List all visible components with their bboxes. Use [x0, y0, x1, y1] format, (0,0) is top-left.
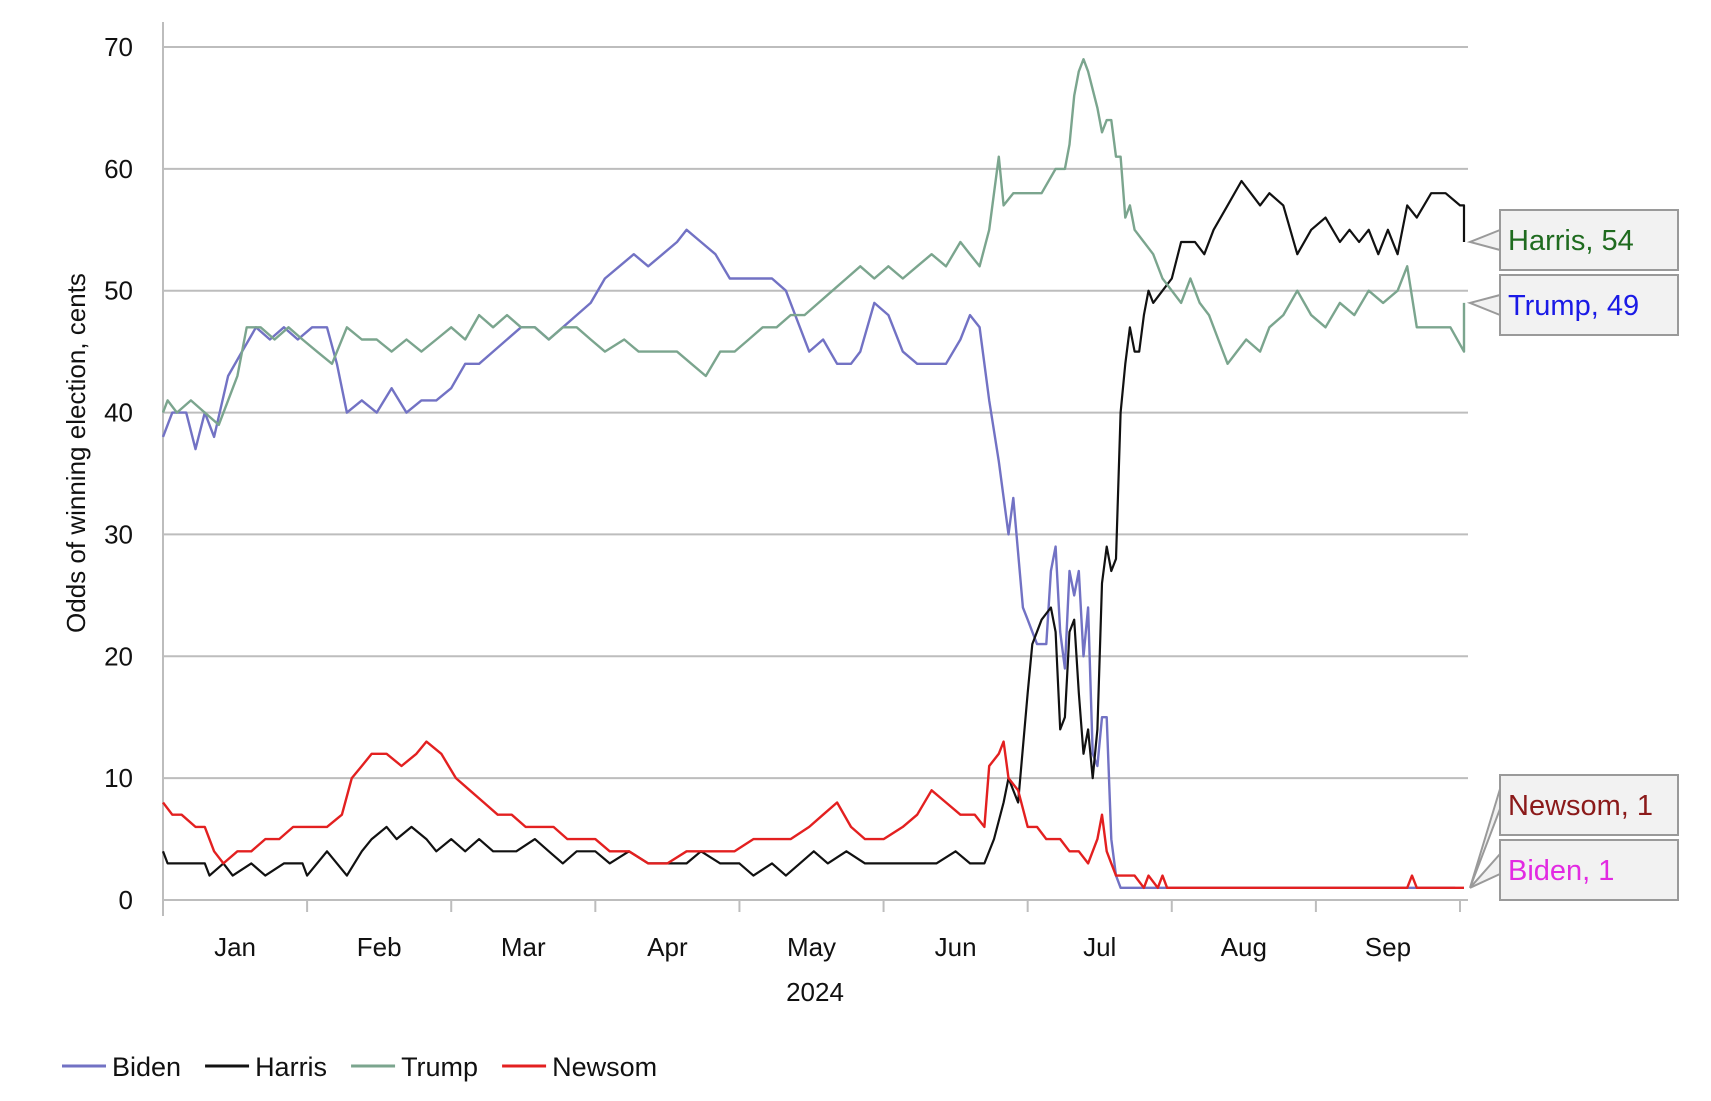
- callout-harris: Harris, 54: [1466, 209, 1679, 271]
- gridlines: [163, 46, 1468, 780]
- callout-box: [1499, 839, 1679, 901]
- legend-label: Newsom: [552, 1052, 657, 1082]
- callout-label: Harris, 54: [1508, 225, 1634, 257]
- callout-box: [1499, 209, 1679, 271]
- x-tick-label: May: [787, 932, 836, 962]
- x-tick-label: Sep: [1365, 932, 1411, 962]
- axes: [162, 22, 1468, 916]
- callout-pointer: [1466, 294, 1501, 316]
- x-tick-label: Jan: [214, 932, 256, 962]
- series-line-biden: [161, 228, 1456, 889]
- x-tick-label: Jul: [1083, 932, 1116, 962]
- callout-label: Newsom, 1: [1508, 790, 1653, 822]
- callout-biden: Biden, 1: [1469, 839, 1679, 901]
- callout-box: [1499, 274, 1679, 336]
- series-lines: [161, 58, 1466, 889]
- series-line-newsom: [162, 740, 1464, 889]
- x-axis-year-label: 2024: [786, 977, 844, 1007]
- y-tick-label: 0: [119, 885, 133, 915]
- callout-pointer: [1466, 229, 1501, 251]
- callout-box: [1499, 774, 1679, 836]
- y-tick-label: 30: [104, 519, 133, 549]
- callout-trump: Trump, 49: [1466, 274, 1679, 336]
- legend-label: Trump: [401, 1052, 478, 1082]
- y-tick-label: 50: [104, 276, 133, 306]
- callout-newsom: Newsom, 1: [1469, 774, 1679, 889]
- callout-pointer: [1469, 853, 1501, 889]
- callout-label: Biden, 1: [1508, 855, 1614, 887]
- x-axis-ticks: Jan Feb Mar Apr May Jun Jul Aug Sep: [162, 900, 1461, 962]
- y-tick-label: 10: [104, 763, 133, 793]
- legend-item-trump: Trump: [351, 1052, 478, 1082]
- y-tick-label: 70: [104, 32, 133, 62]
- y-tick-label: 20: [104, 641, 133, 671]
- y-tick-label: 60: [104, 154, 133, 184]
- legend: Biden Harris Trump Newsom: [62, 1052, 657, 1082]
- x-tick-label: Aug: [1221, 932, 1267, 962]
- series-line-harris: [161, 179, 1466, 877]
- y-axis-ticks: 0 10 20 30 40 50 60 70: [104, 32, 133, 915]
- x-tick-label: Mar: [501, 932, 546, 962]
- end-callouts: Harris, 54 Trump, 49 Newsom, 1 Biden, 1: [1466, 209, 1679, 901]
- y-tick-label: 40: [104, 398, 133, 428]
- legend-item-newsom: Newsom: [502, 1052, 657, 1082]
- series-line-trump: [161, 58, 1466, 426]
- legend-label: Biden: [112, 1052, 181, 1082]
- x-tick-label: Feb: [357, 932, 402, 962]
- legend-item-biden: Biden: [62, 1052, 181, 1082]
- callout-label: Trump, 49: [1508, 290, 1639, 322]
- legend-item-harris: Harris: [205, 1052, 327, 1082]
- x-tick-label: Apr: [647, 932, 688, 962]
- legend-label: Harris: [255, 1052, 327, 1082]
- x-tick-label: Jun: [935, 932, 977, 962]
- y-axis-label: Odds of winning election, cents: [61, 273, 91, 633]
